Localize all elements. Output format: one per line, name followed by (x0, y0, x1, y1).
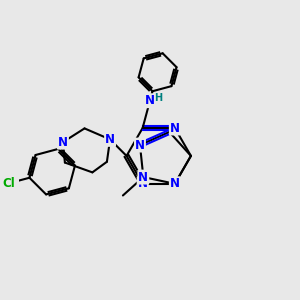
Text: N: N (138, 171, 148, 184)
Text: N: N (58, 136, 68, 148)
Text: N: N (138, 177, 148, 190)
Text: N: N (145, 94, 155, 107)
Text: N: N (170, 177, 180, 190)
Text: Cl: Cl (2, 177, 15, 190)
Text: N: N (105, 133, 115, 146)
Text: N: N (135, 139, 145, 152)
Text: N: N (170, 122, 180, 134)
Text: H: H (154, 93, 163, 103)
